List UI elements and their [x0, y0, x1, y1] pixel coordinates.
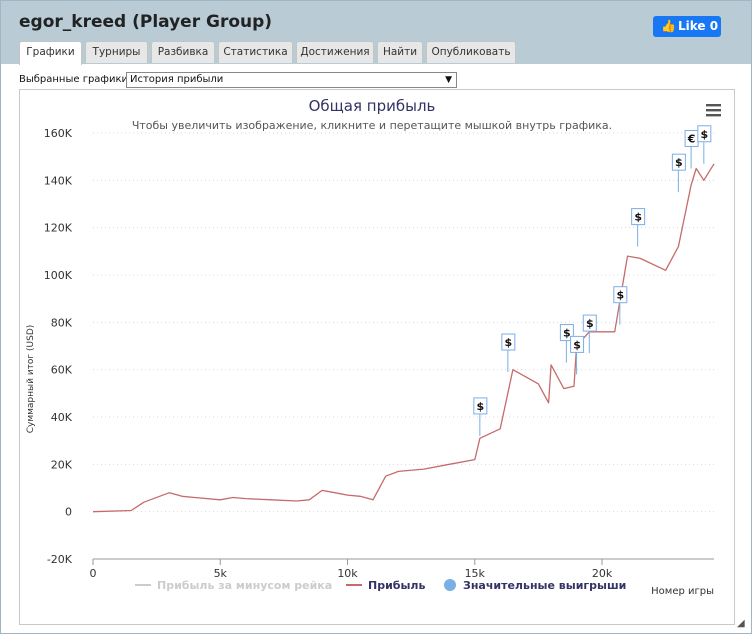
y-tick-label: 80K	[51, 316, 73, 329]
chart-panel[interactable]: Общая прибыль Чтобы увеличить изображени…	[19, 89, 735, 625]
tab-publish[interactable]: Опубликовать	[426, 41, 516, 63]
hamburger-menu-icon[interactable]	[706, 104, 721, 117]
y-tick-label: -20K	[47, 553, 73, 566]
big-win-flag	[473, 397, 488, 415]
big-win-flag-label: $	[477, 400, 485, 413]
big-win-flag-label: $	[675, 156, 683, 169]
big-win-flag	[671, 153, 686, 171]
window-header: egor_kreed (Player Group) 👍 Like 0 Графи…	[1, 1, 751, 65]
tab-statistics[interactable]: Статистика	[218, 41, 293, 63]
tab-charts[interactable]: Графики	[19, 41, 82, 65]
y-tick-label: 20K	[51, 458, 73, 471]
series-layer	[92, 163, 715, 513]
big-win-flag-label: $	[634, 211, 642, 224]
x-tick-label: 5k	[214, 567, 228, 580]
axes: -20K 0 20K 40K 60K 80K 100K 120K 140K 160K 0 5k 10k 1…	[44, 127, 714, 580]
y-tick-label: 140K	[44, 174, 73, 187]
big-win-flag	[697, 125, 712, 143]
tab-breakdown[interactable]: Разбивка	[151, 41, 215, 63]
tab-achievements[interactable]: Достижения	[296, 41, 374, 63]
big-win-flag	[570, 335, 585, 353]
big-win-flag	[582, 314, 597, 332]
x-tick-label: 10k	[337, 567, 358, 580]
tab-find[interactable]: Найти	[377, 41, 423, 63]
x-tick-label: 15k	[465, 567, 486, 580]
facebook-like-button[interactable]: 👍 Like 0	[653, 16, 721, 37]
chart-selector-dropdown[interactable]: История прибыли ▼	[126, 72, 457, 88]
window-title: egor_kreed (Player Group)	[19, 12, 273, 32]
resize-handle-icon[interactable]: ◢	[737, 618, 745, 629]
y-tick-label: 100K	[44, 269, 73, 282]
legend: Прибыль за минусом рейка Прибыль Значитель…	[135, 579, 626, 592]
y-tick-label: 0	[65, 506, 72, 519]
tab-tournaments[interactable]: Турниры	[85, 41, 148, 63]
big-win-flag-label: $	[586, 317, 594, 330]
y-axis-label: Суммарный итог (USD)	[26, 325, 36, 434]
legend-label-profit: Прибыль	[368, 579, 425, 592]
big-win-flag-label: €	[687, 133, 696, 146]
big-win-flag-label: $	[563, 327, 571, 340]
x-tick-label: 20k	[592, 567, 613, 580]
big-win-flag	[631, 208, 646, 226]
like-label: Like 0	[678, 19, 719, 33]
chart-title: Общая прибыль	[309, 97, 436, 115]
grid	[93, 132, 714, 560]
y-tick-label: 120K	[44, 222, 73, 235]
y-tick-label: 60K	[51, 364, 73, 377]
series-line-profit	[92, 163, 715, 513]
y-tick-label: 160K	[44, 127, 73, 140]
markers-layer: $$$$$$$$€ $	[473, 125, 712, 436]
legend-label-big-wins: Значительные выигрыши	[463, 579, 626, 592]
chart-subtitle: Чтобы увеличить изображение, кликните и …	[132, 119, 612, 132]
legend-label-net-profit: Прибыль за минусом рейка	[157, 579, 332, 592]
profit-chart[interactable]: Общая прибыль Чтобы увеличить изображени…	[20, 90, 734, 624]
y-tick-label: 40K	[51, 411, 73, 424]
big-win-flag	[501, 333, 516, 351]
thumbs-up-icon: 👍	[661, 19, 676, 33]
legend-symbol-big-wins	[444, 579, 456, 591]
big-win-flag	[613, 286, 628, 304]
chart-selector-label: Выбранные графики:	[19, 74, 132, 85]
x-axis-label: Номер игры	[651, 586, 714, 597]
big-win-flag-label: $	[505, 336, 513, 349]
big-win-flag-label: $	[700, 128, 708, 141]
big-win-flag-label: $	[617, 289, 625, 302]
big-win-flag-label: $	[573, 338, 581, 351]
chevron-down-icon: ▼	[445, 75, 452, 85]
x-tick-label: 0	[90, 567, 97, 580]
chart-selector-value: История прибыли	[130, 74, 224, 85]
